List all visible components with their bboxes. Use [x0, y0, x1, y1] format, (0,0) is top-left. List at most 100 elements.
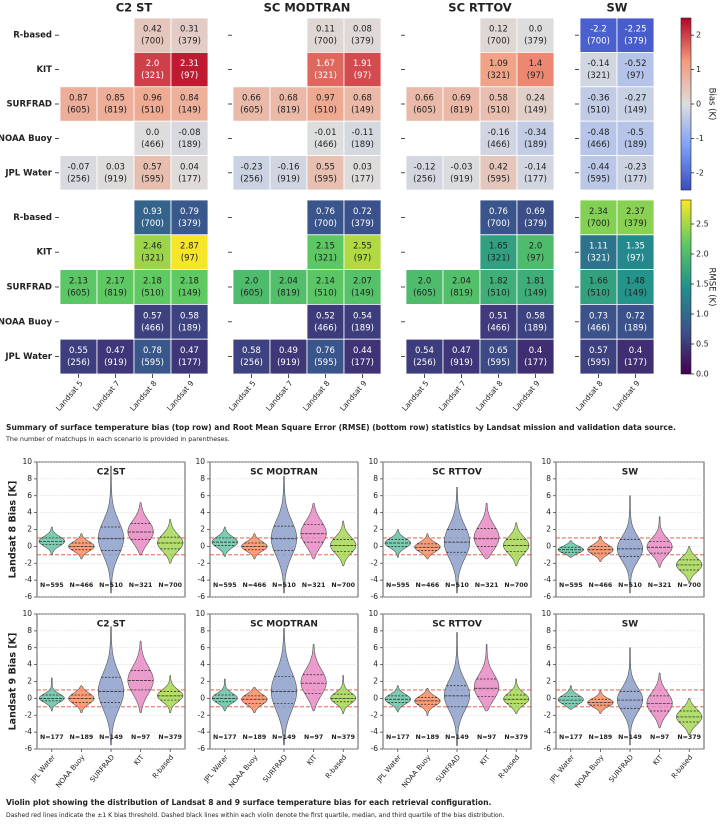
y-tick-label: 2	[546, 525, 551, 534]
cell-value: -0.5	[627, 128, 644, 138]
cell-value: 0.79	[180, 207, 199, 217]
cell-value: 1.48	[626, 277, 645, 287]
heatmap-cell	[343, 303, 382, 340]
y-tick-label: -2	[198, 710, 206, 719]
cell-count: (189)	[351, 140, 374, 150]
panel-title: SW	[622, 468, 638, 478]
cell-value: 0.85	[106, 94, 125, 104]
violin-body	[127, 640, 154, 713]
heatmap-cell	[96, 338, 135, 375]
heatmap-cell	[170, 303, 209, 340]
cell-value: 2.31	[180, 59, 199, 69]
violin-body	[557, 685, 584, 710]
y-tick-label: 4	[546, 508, 551, 517]
cell-value: 0.72	[353, 207, 372, 217]
y-tick-label: -4	[371, 575, 379, 584]
heatmap-cell	[479, 303, 518, 340]
heatmap-cell	[306, 155, 345, 191]
heatmap-cell	[516, 86, 555, 122]
cell-value: 0.65	[489, 346, 508, 356]
colorbar-tick-label: 0	[696, 100, 701, 109]
cell-count: (919)	[104, 174, 127, 184]
cell-count: (700)	[314, 219, 337, 229]
heatmap-cell	[306, 303, 345, 340]
cell-count: (379)	[624, 219, 647, 229]
y-tick-label: 2	[373, 677, 378, 686]
cell-count: (189)	[624, 140, 647, 150]
y-tick-label: -6	[544, 744, 552, 753]
n-label: N=177	[559, 734, 583, 741]
column-label: Landsat 9	[511, 379, 542, 413]
column-label: Landsat 7	[264, 379, 295, 413]
violin-body	[97, 626, 125, 746]
cell-count: (321)	[314, 254, 337, 264]
cell-count: (321)	[141, 71, 164, 81]
cell-value: 0.44	[353, 346, 372, 356]
y-tick-label: -2	[198, 558, 206, 567]
cell-count: (189)	[524, 323, 547, 333]
column-label: Landsat 8	[301, 379, 332, 413]
cell-count: (256)	[240, 358, 263, 368]
cell-count: (466)	[587, 323, 610, 333]
n-label: N=379	[158, 734, 182, 741]
cell-count: (379)	[524, 37, 547, 47]
violin-body	[473, 503, 500, 560]
heatmap-cell	[96, 269, 135, 305]
x-tick-label: NOAA Buoy	[573, 753, 605, 789]
heatmap-cell	[405, 269, 444, 305]
cell-value: -0.23	[241, 162, 263, 172]
y-tick-label: -6	[544, 592, 552, 601]
cell-value: 0.12	[489, 25, 508, 35]
x-tick-label: NOAA Buoy	[54, 753, 86, 789]
cell-count: (595)	[141, 174, 164, 184]
cell-value: 0.47	[180, 346, 199, 356]
n-label: N=510	[272, 582, 296, 589]
y-tick-label: 0	[546, 541, 551, 550]
heatmap-cell	[479, 234, 518, 271]
n-label: N=177	[213, 734, 237, 741]
cell-count: (605)	[240, 106, 263, 116]
heatmap-cell	[579, 303, 618, 340]
y-tick-label: 4	[200, 508, 205, 517]
y-tick-label: -2	[371, 558, 379, 567]
y-tick-label: -6	[25, 592, 33, 601]
cell-value: 0.03	[353, 162, 372, 172]
cell-value: 2.07	[353, 277, 372, 287]
violin-body	[211, 678, 238, 712]
cell-value: 0.72	[626, 311, 645, 321]
cell-count: (819)	[450, 106, 473, 116]
colorbar-label: RMSE (K)	[707, 268, 717, 307]
heatmap-cell	[516, 17, 555, 53]
cell-count: (189)	[624, 323, 647, 333]
column-label: Landsat 8	[574, 379, 605, 413]
n-label: N=177	[386, 734, 410, 741]
heatmap-cell	[343, 269, 382, 305]
cell-count: (819)	[277, 106, 300, 116]
cell-count: (919)	[450, 358, 473, 368]
violin-body	[474, 644, 500, 712]
cell-value: 1.35	[626, 242, 645, 252]
heatmap-cell	[616, 338, 655, 375]
cell-count: (321)	[487, 254, 510, 264]
cell-value: 0.11	[316, 25, 335, 35]
cell-value: 0.78	[143, 346, 162, 356]
cell-value: 0.66	[415, 94, 434, 104]
cell-value: 0.47	[452, 346, 471, 356]
y-tick-label: -4	[198, 727, 206, 736]
cell-count: (595)	[487, 358, 510, 368]
cell-count: (919)	[277, 174, 300, 184]
panel-title: SC RTTOV	[432, 620, 482, 630]
y-tick-label: 4	[546, 660, 551, 669]
y-tick-label: 6	[546, 491, 551, 500]
heatmap-cell	[96, 86, 135, 122]
cell-value: 0.4	[629, 346, 643, 356]
heatmap-cell	[133, 120, 172, 156]
y-tick-label: -6	[371, 744, 379, 753]
heatmap-cell	[516, 234, 555, 271]
y-tick-label: 8	[373, 626, 378, 635]
violin-body	[157, 519, 184, 564]
heatmap-cell	[616, 303, 655, 340]
cell-value: 0.42	[489, 162, 508, 172]
cell-count: (595)	[314, 174, 337, 184]
panel-title: C2 ST	[116, 1, 153, 15]
